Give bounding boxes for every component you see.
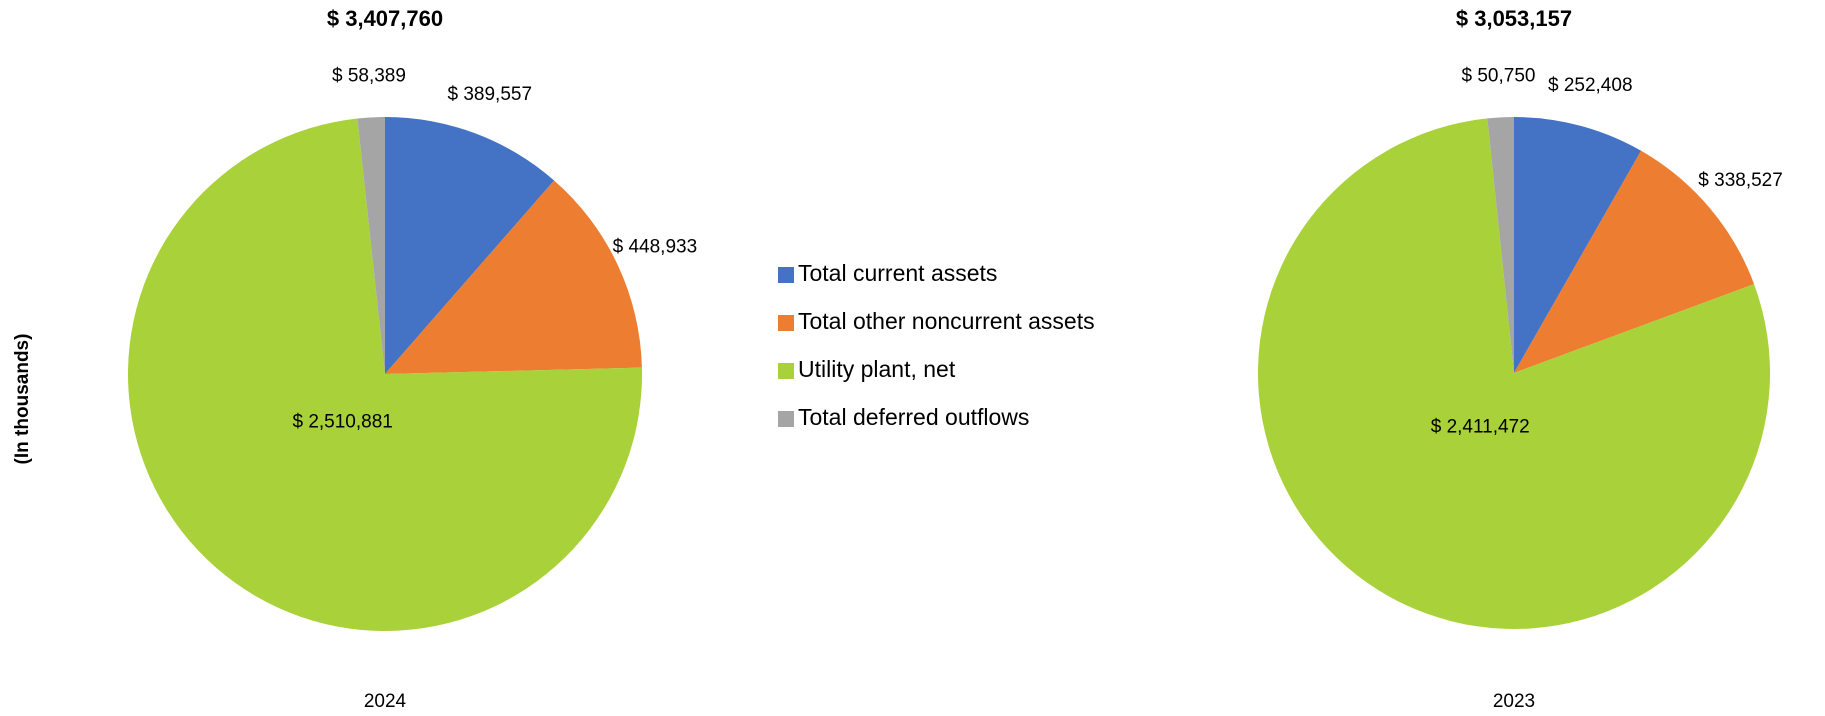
data-label: $ 252,408 [1548, 75, 1633, 96]
x-axis-label: 2023 [1493, 691, 1535, 712]
x-axis-label: 2024 [364, 691, 407, 712]
legend-swatch [778, 315, 794, 331]
pie-slice [1258, 118, 1770, 629]
chart-title: $ 3,407,760 [327, 6, 443, 31]
y-axis-label: (In thousands) [12, 334, 33, 465]
pie-slice [385, 117, 555, 374]
pie-slice [1514, 117, 1642, 373]
legend-swatch [778, 363, 794, 379]
data-label: $ 50,750 [1462, 65, 1536, 86]
data-label: $ 58,389 [332, 65, 406, 86]
pie-slice [385, 180, 642, 374]
pie-slice [1487, 117, 1514, 373]
legend-label: Total other noncurrent assets [798, 308, 1095, 334]
data-label: $ 2,510,881 [292, 411, 392, 432]
legend-label: Total current assets [798, 260, 997, 286]
data-label: $ 389,557 [448, 84, 533, 105]
chart-title: $ 3,053,157 [1456, 6, 1572, 31]
pie-slice [127, 118, 642, 631]
legend-swatch [778, 267, 794, 283]
legend-label: Utility plant, net [798, 356, 956, 382]
legend-label: Total deferred outflows [798, 404, 1029, 430]
data-label: $ 2,411,472 [1431, 416, 1530, 437]
pie-slice [357, 117, 385, 374]
pie-slice [1514, 150, 1755, 373]
data-label: $ 448,933 [613, 236, 698, 257]
legend-swatch [778, 411, 794, 427]
data-label: $ 338,527 [1698, 170, 1783, 191]
